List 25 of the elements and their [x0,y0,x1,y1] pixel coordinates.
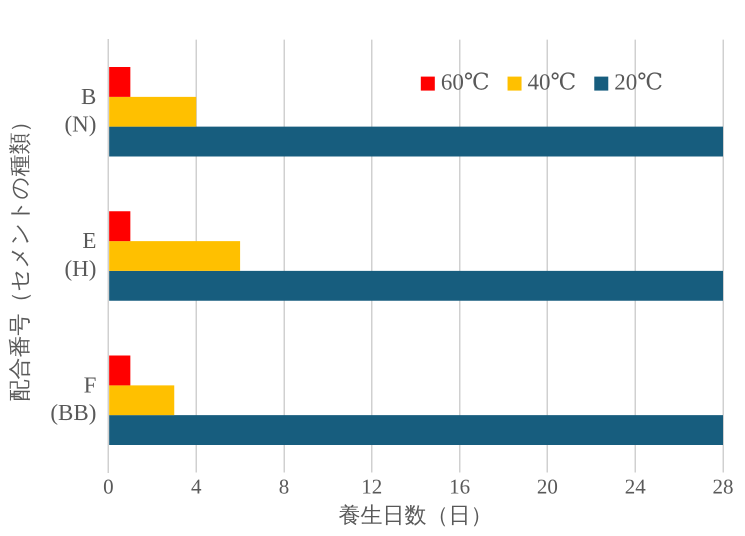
x-axis-title: 養生日数（日） [338,502,493,528]
legend-label: 60℃ [440,70,490,95]
x-tick-label: 28 [712,474,734,499]
bar [109,270,723,301]
y-tick-label: E (H) [64,228,96,281]
bar [109,96,196,127]
x-tick-label: 20 [536,474,558,499]
bar [109,385,174,416]
bar [109,211,130,242]
y-axis-title: 配合番号（セメントの種類） [6,110,32,402]
x-tick-label: 0 [103,474,114,499]
y-tick-label: B (N) [64,84,96,137]
x-tick-label: 12 [361,474,382,499]
legend-label: 20℃ [614,70,664,95]
bar [109,415,723,445]
bar [109,67,130,97]
x-tick-label: 8 [278,474,290,499]
x-tick-label: 4 [190,474,202,499]
bar [109,241,240,271]
y-tick-label: F (BB) [50,372,96,426]
x-tick-label: 16 [449,474,470,499]
x-tick-label: 24 [624,474,646,499]
bar [109,356,130,386]
legend-label: 40℃ [528,70,576,95]
bar [109,126,723,156]
